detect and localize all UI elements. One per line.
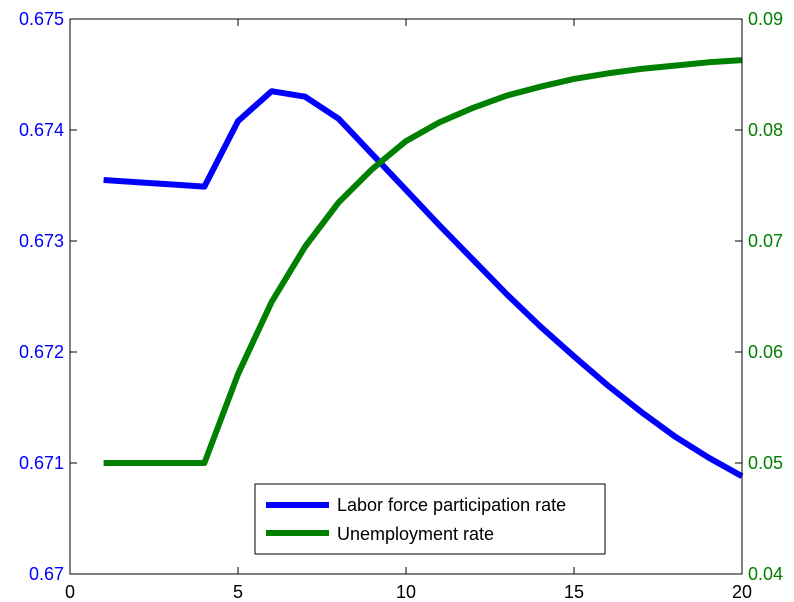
y-left-tick-label: 0.67 xyxy=(29,564,64,584)
legend-label-labor-force: Labor force participation rate xyxy=(337,495,566,515)
ticks-layer: 0 5 10 15 20 0.67 0.671 0.672 0.673 0.674 0.675 0.0… xyxy=(19,9,783,602)
series-line-unemployment xyxy=(103,57,743,466)
y-right-tick-label: 0.04 xyxy=(748,564,783,584)
y-right-tick-label: 0.05 xyxy=(748,453,783,473)
legend-label-unemployment: Unemployment rate xyxy=(337,524,494,544)
y-left-tick-label: 0.672 xyxy=(19,342,64,362)
x-tick-label: 15 xyxy=(564,582,584,602)
y-left-tick-label: 0.674 xyxy=(19,120,64,140)
series-line-labor-force xyxy=(103,88,744,479)
y-left-tick-label: 0.675 xyxy=(19,9,64,29)
y-right-tick-label: 0.07 xyxy=(748,231,783,251)
y-right-tick-label: 0.06 xyxy=(748,342,783,362)
y-right-tick-label: 0.08 xyxy=(748,120,783,140)
x-tick-label: 10 xyxy=(396,582,416,602)
x-tick-label: 5 xyxy=(233,582,243,602)
y-left-tick-label: 0.671 xyxy=(19,453,64,473)
plot-area xyxy=(70,19,742,574)
y-right-tick-label: 0.09 xyxy=(748,9,783,29)
legend-box xyxy=(254,483,606,555)
y-left-tick-label: 0.673 xyxy=(19,231,64,251)
x-tick-label: 20 xyxy=(732,582,752,602)
plot-frame xyxy=(69,18,743,575)
legend: Labor force participation rate Unemploym… xyxy=(254,483,606,555)
series-layer xyxy=(103,57,744,479)
x-tick-label: 0 xyxy=(65,582,75,602)
